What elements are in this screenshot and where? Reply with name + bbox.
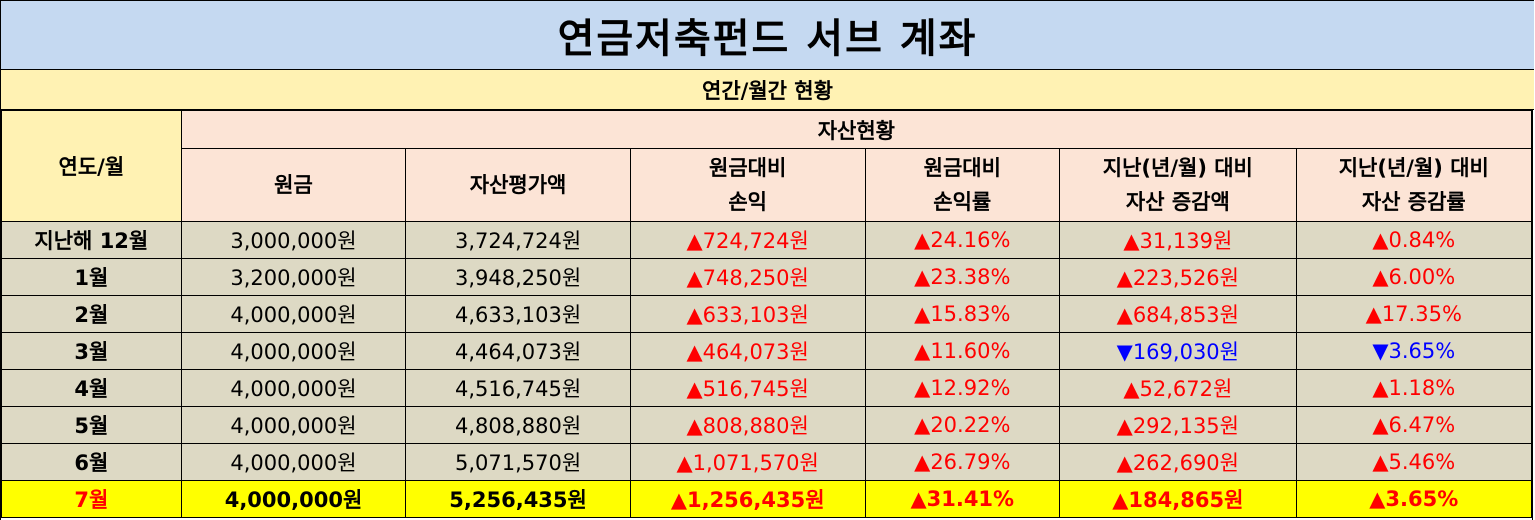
pl-cell[interactable]: ▲1,071,570원 [629,443,866,481]
asset-value-cell[interactable]: 5,256,435원 [405,480,631,518]
change-rate-cell[interactable]: ▲3.65% [1295,480,1533,518]
principal-cell[interactable]: 3,200,000원 [180,258,407,296]
header-change-line2: 자산 증감액 [1125,190,1230,214]
principal-cell[interactable]: 4,000,000원 [180,332,407,370]
header-change-rate-line2: 자산 증감률 [1361,190,1466,214]
change-rate-cell[interactable]: ▲0.84% [1295,221,1533,259]
asset-value-cell[interactable]: 4,633,103원 [405,295,631,333]
pl-cell[interactable]: ▲516,745원 [629,369,866,407]
principal-cell[interactable]: 4,000,000원 [180,406,407,444]
pl-cell[interactable]: ▲464,073원 [629,332,866,370]
sheet-subtitle: 연간/월간 현황 [1,70,1534,110]
asset-value-cell[interactable]: 4,516,745원 [405,369,631,407]
pl-cell[interactable]: ▲724,724원 [629,221,866,259]
row-label[interactable]: 5월 [1,406,182,444]
header-asset-value[interactable]: 자산평가액 [405,148,631,222]
change-rate-cell[interactable]: ▼3.65% [1295,332,1533,370]
principal-cell[interactable]: 4,000,000원 [180,443,407,481]
row-label[interactable]: 1월 [1,258,182,296]
row-label[interactable]: 4월 [1,369,182,407]
table-row: 7월 4,000,000원 5,256,435원 ▲1,256,435원 ▲31.41%… [1,480,1533,518]
change-rate-cell[interactable]: ▲5.46% [1295,443,1533,481]
table-row: 6월 4,000,000원 5,071,570원 ▲1,071,570원 ▲26.79%… [1,443,1533,481]
asset-value-cell[interactable]: 4,808,880원 [405,406,631,444]
pl-rate-cell[interactable]: ▲24.16% [864,221,1061,259]
change-cell[interactable]: ▲292,135원 [1059,406,1297,444]
pl-cell[interactable]: ▲633,103원 [629,295,866,333]
asset-value-cell[interactable]: 4,464,073원 [405,332,631,370]
row-label[interactable]: 지난해 12월 [1,221,182,259]
pl-rate-cell[interactable]: ▲11.60% [864,332,1061,370]
principal-cell[interactable]: 4,000,000원 [180,295,407,333]
table-row: 4월 4,000,000원 4,516,745원 ▲516,745원 ▲12.92% ▲5… [1,369,1533,407]
asset-value-cell[interactable]: 3,948,250원 [405,258,631,296]
header-year-month[interactable]: 연도/월 [1,110,182,222]
pl-cell[interactable]: ▲1,256,435원 [629,480,866,518]
header-pl-line2: 손익 [728,190,767,214]
principal-cell[interactable]: 4,000,000원 [180,480,407,518]
header-change-line1: 지난(년/월) 대비 [1102,156,1253,180]
pl-rate-cell[interactable]: ▲15.83% [864,295,1061,333]
change-rate-cell[interactable]: ▲1.18% [1295,369,1533,407]
header-pl-rate-line2: 손익률 [933,190,992,214]
pl-cell[interactable]: ▲748,250원 [629,258,866,296]
change-rate-cell[interactable]: ▲6.47% [1295,406,1533,444]
row-label[interactable]: 7월 [1,480,182,518]
principal-cell[interactable]: 3,000,000원 [180,221,407,259]
pl-rate-cell[interactable]: ▲12.92% [864,369,1061,407]
principal-cell[interactable]: 4,000,000원 [180,369,407,407]
asset-value-cell[interactable]: 5,071,570원 [405,443,631,481]
change-rate-cell[interactable]: ▲6.00% [1295,258,1533,296]
change-cell[interactable]: ▲184,865원 [1059,480,1297,518]
change-cell[interactable]: ▲684,853원 [1059,295,1297,333]
pl-rate-cell[interactable]: ▲31.41% [864,480,1061,518]
header-asset-value-line1: 자산평가액 [469,173,567,197]
table-row: 2월 4,000,000원 4,633,103원 ▲633,103원 ▲15.83% ▲6… [1,295,1533,333]
pl-cell[interactable]: ▲808,880원 [629,406,866,444]
row-label[interactable]: 6월 [1,443,182,481]
pl-rate-cell[interactable]: ▲26.79% [864,443,1061,481]
asset-table: 연도/월 자산현황 원금 자산평가액 원금대비 손익 원금대비 손익률 지난(년/월) 대비… [1,110,1533,518]
header-pl-rate-line1: 원금대비 [923,156,1001,180]
table-row: 지난해 12월 3,000,000원 3,724,724원 ▲724,724원 ▲24.… [1,221,1533,259]
sheet-title: 연금저축펀드 서브 계좌 [1,0,1534,70]
pl-rate-cell[interactable]: ▲20.22% [864,406,1061,444]
header-principal[interactable]: 원금 [180,148,407,222]
table-row: 5월 4,000,000원 4,808,880원 ▲808,880원 ▲20.22% ▲2… [1,406,1533,444]
row-label[interactable]: 3월 [1,332,182,370]
table-row: 1월 3,200,000원 3,948,250원 ▲748,250원 ▲23.38% ▲2… [1,258,1533,296]
header-principal-line1: 원금 [274,173,313,197]
row-label[interactable]: 2월 [1,295,182,333]
change-cell[interactable]: ▲31,139원 [1059,221,1297,259]
asset-value-cell[interactable]: 3,724,724원 [405,221,631,259]
header-pl-line1: 원금대비 [709,156,787,180]
change-cell[interactable]: ▲223,526원 [1059,258,1297,296]
change-cell[interactable]: ▼169,030원 [1059,332,1297,370]
header-change-rate-line1: 지난(년/월) 대비 [1338,156,1489,180]
table-row: 3월 4,000,000원 4,464,073원 ▲464,073원 ▲11.60% ▼1… [1,332,1533,370]
pl-rate-cell[interactable]: ▲23.38% [864,258,1061,296]
change-cell[interactable]: ▲52,672원 [1059,369,1297,407]
change-rate-cell[interactable]: ▲17.35% [1295,295,1533,333]
change-cell[interactable]: ▲262,690원 [1059,443,1297,481]
header-asset-group[interactable]: 자산현황 [180,110,1533,149]
